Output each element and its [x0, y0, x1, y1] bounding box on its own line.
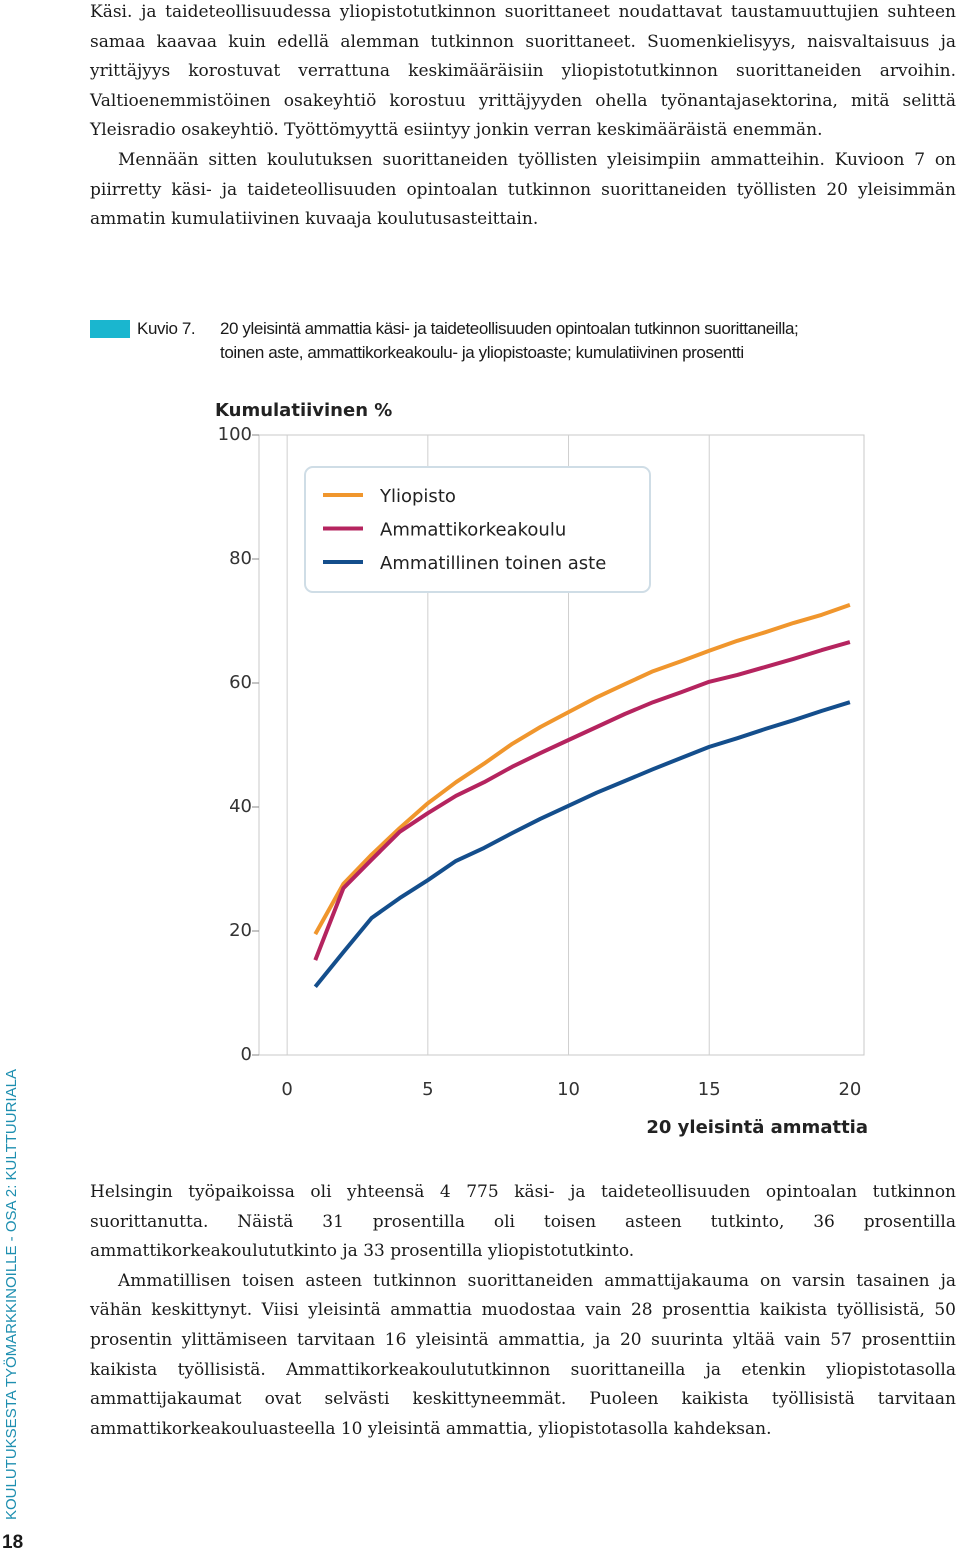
- x-tick-label: 0: [281, 1079, 292, 1100]
- y-tick-label: 0: [241, 1044, 252, 1065]
- y-tick-label: 40: [229, 796, 252, 817]
- text-top: Käsi. ja taideteollisuudessa yliopistotu…: [90, 0, 956, 235]
- series-line: [313, 700, 851, 989]
- running-title: KOULUTUKSESTA TYÖMARKKINOILLE - OSA 2: K…: [3, 1069, 20, 1520]
- y-tick-label: 80: [229, 548, 252, 569]
- paragraph: Käsi. ja taideteollisuudessa yliopistotu…: [90, 2, 956, 141]
- paragraph: Mennään sitten koulutuksen suorittaneide…: [90, 149, 956, 230]
- y-tick-label: 60: [229, 672, 252, 693]
- series-line: [313, 640, 851, 961]
- legend-label: Ammatillinen toinen aste: [380, 553, 606, 574]
- y-tick-label: 100: [218, 424, 252, 445]
- paragraph: Ammatillisen toisen asteen tutkinnon suo…: [90, 1270, 956, 1439]
- caption-line: 20 yleisintä ammattia käsi- ja taideteol…: [220, 319, 799, 338]
- figure-label: Kuvio 7.: [137, 319, 196, 338]
- legend-label: Ammattikorkeakoulu: [380, 520, 566, 541]
- x-tick-label: 20: [838, 1079, 861, 1100]
- y-axis-title: Kumulatiivinen %: [215, 400, 392, 421]
- page-number: 18: [2, 1532, 24, 1553]
- figure-marker: [90, 320, 130, 338]
- text-bottom: Helsingin työpaikoissa oli yhteensä 4 77…: [90, 1178, 956, 1444]
- x-tick-label: 15: [698, 1079, 721, 1100]
- y-tick-label: 20: [229, 920, 252, 941]
- legend-box: [304, 466, 651, 593]
- figure-caption: 20 yleisintä ammattia käsi- ja taideteol…: [220, 317, 799, 365]
- x-tick-label: 5: [422, 1079, 433, 1100]
- legend-label: Yliopisto: [379, 486, 456, 507]
- series-line: [313, 603, 851, 936]
- x-axis-title: 20 yleisintä ammattia: [646, 1117, 868, 1138]
- x-tick-label: 10: [557, 1079, 580, 1100]
- paragraph: Helsingin työpaikoissa oli yhteensä 4 77…: [90, 1182, 956, 1262]
- caption-line: toinen aste, ammattikorkeakoulu- ja ylio…: [220, 343, 744, 362]
